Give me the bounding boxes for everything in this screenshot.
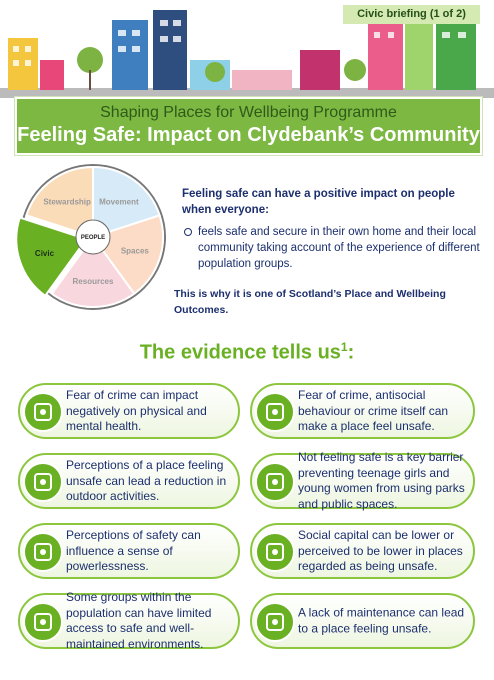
evidence-card: A lack of maintenance can lead to a plac…	[250, 593, 475, 649]
icon-glyph	[266, 613, 284, 631]
card-text: Fear of crime, antisocial behaviour or c…	[298, 387, 449, 433]
centre-label: PEOPLE	[81, 235, 105, 241]
evidence-card: Fear of crime, antisocial behaviour or c…	[250, 383, 475, 439]
icon-glyph	[34, 403, 52, 421]
card-text: A lack of maintenance can lead to a plac…	[298, 605, 465, 636]
icon-glyph	[40, 409, 46, 415]
intro-lead: Feeling safe can have a positive impact …	[182, 188, 455, 216]
evidence-heading: The evidence tells us1:	[0, 340, 494, 365]
wheel-segment	[91, 214, 164, 296]
card-text: Perceptions of safety can influence a se…	[66, 527, 201, 573]
intro: Feeling safe can have a positive impact …	[174, 186, 482, 318]
wheel-segment	[50, 235, 136, 308]
wheel-segment	[25, 165, 94, 239]
intro-bullet: feels safe and secure in their own home …	[182, 224, 482, 272]
skyline	[0, 10, 494, 98]
title-band: Shaping Places for Wellbeing Programme F…	[15, 97, 482, 155]
card-text: Fear of crime can impact negatively on p…	[66, 387, 207, 433]
card-text: Not feeling safe is a key barrier preven…	[298, 450, 465, 511]
segment-label: Movement	[99, 197, 139, 206]
heading-punctuation: :	[347, 341, 355, 364]
icon-glyph	[266, 473, 284, 491]
icon-glyph	[266, 543, 284, 561]
card-icon	[255, 532, 295, 572]
card-icon	[23, 462, 63, 502]
card-icon	[255, 392, 295, 432]
card-text: Some groups within the population can ha…	[66, 590, 212, 651]
evidence-card: Not feeling safe is a key barrier preven…	[250, 450, 475, 511]
evidence-card: Fear of crime can impact negatively on p…	[18, 383, 240, 439]
icon-glyph	[272, 549, 278, 555]
icon-glyph	[40, 479, 46, 485]
icon-glyph	[34, 473, 52, 491]
evidence-card: Social capital can be lower or perceived…	[250, 523, 475, 579]
segment-label: Resources	[73, 277, 114, 286]
card-icon	[255, 602, 295, 642]
icon-glyph	[40, 549, 46, 555]
icon-glyph	[266, 403, 284, 421]
page-title: Feeling Safe: Impact on Clydebank’s Comm…	[17, 124, 480, 146]
footnote-mark: 1	[340, 340, 348, 354]
segment-label: Spaces	[121, 247, 150, 256]
intro-note: This is why it is one of Scotland’s Plac…	[174, 288, 446, 316]
evidence-card: Perceptions of a place feeling unsafe ca…	[18, 453, 240, 509]
briefing-badge: Civic briefing (1 of 2)	[343, 5, 480, 24]
icon-glyph	[40, 619, 46, 625]
icon-glyph	[272, 409, 278, 415]
card-icon	[255, 462, 295, 502]
card-icon	[23, 532, 63, 572]
heading-text: The evidence tells us	[139, 341, 341, 364]
card-text: Perceptions of a place feeling unsafe ca…	[66, 457, 227, 503]
place-wheel: Movement Spaces Resources Civic Stewardship P…	[15, 164, 166, 310]
evidence-card: Perceptions of safety can influence a se…	[18, 523, 240, 579]
card-icon	[23, 392, 63, 432]
icon-glyph	[272, 619, 278, 625]
icon-glyph	[34, 543, 52, 561]
segment-label: Civic	[35, 249, 55, 258]
icon-glyph	[34, 613, 52, 631]
card-icon	[23, 602, 63, 642]
wheel-segment	[92, 165, 161, 239]
evidence-card: Some groups within the population can ha…	[18, 590, 240, 651]
wheel-segment	[15, 216, 88, 298]
programme-name: Shaping Places for Wellbeing Programme	[100, 104, 397, 121]
segment-label: Stewardship	[43, 197, 91, 206]
wheel-centre	[75, 219, 111, 255]
icon-glyph	[272, 479, 278, 485]
card-text: Social capital can be lower or perceived…	[298, 527, 463, 573]
